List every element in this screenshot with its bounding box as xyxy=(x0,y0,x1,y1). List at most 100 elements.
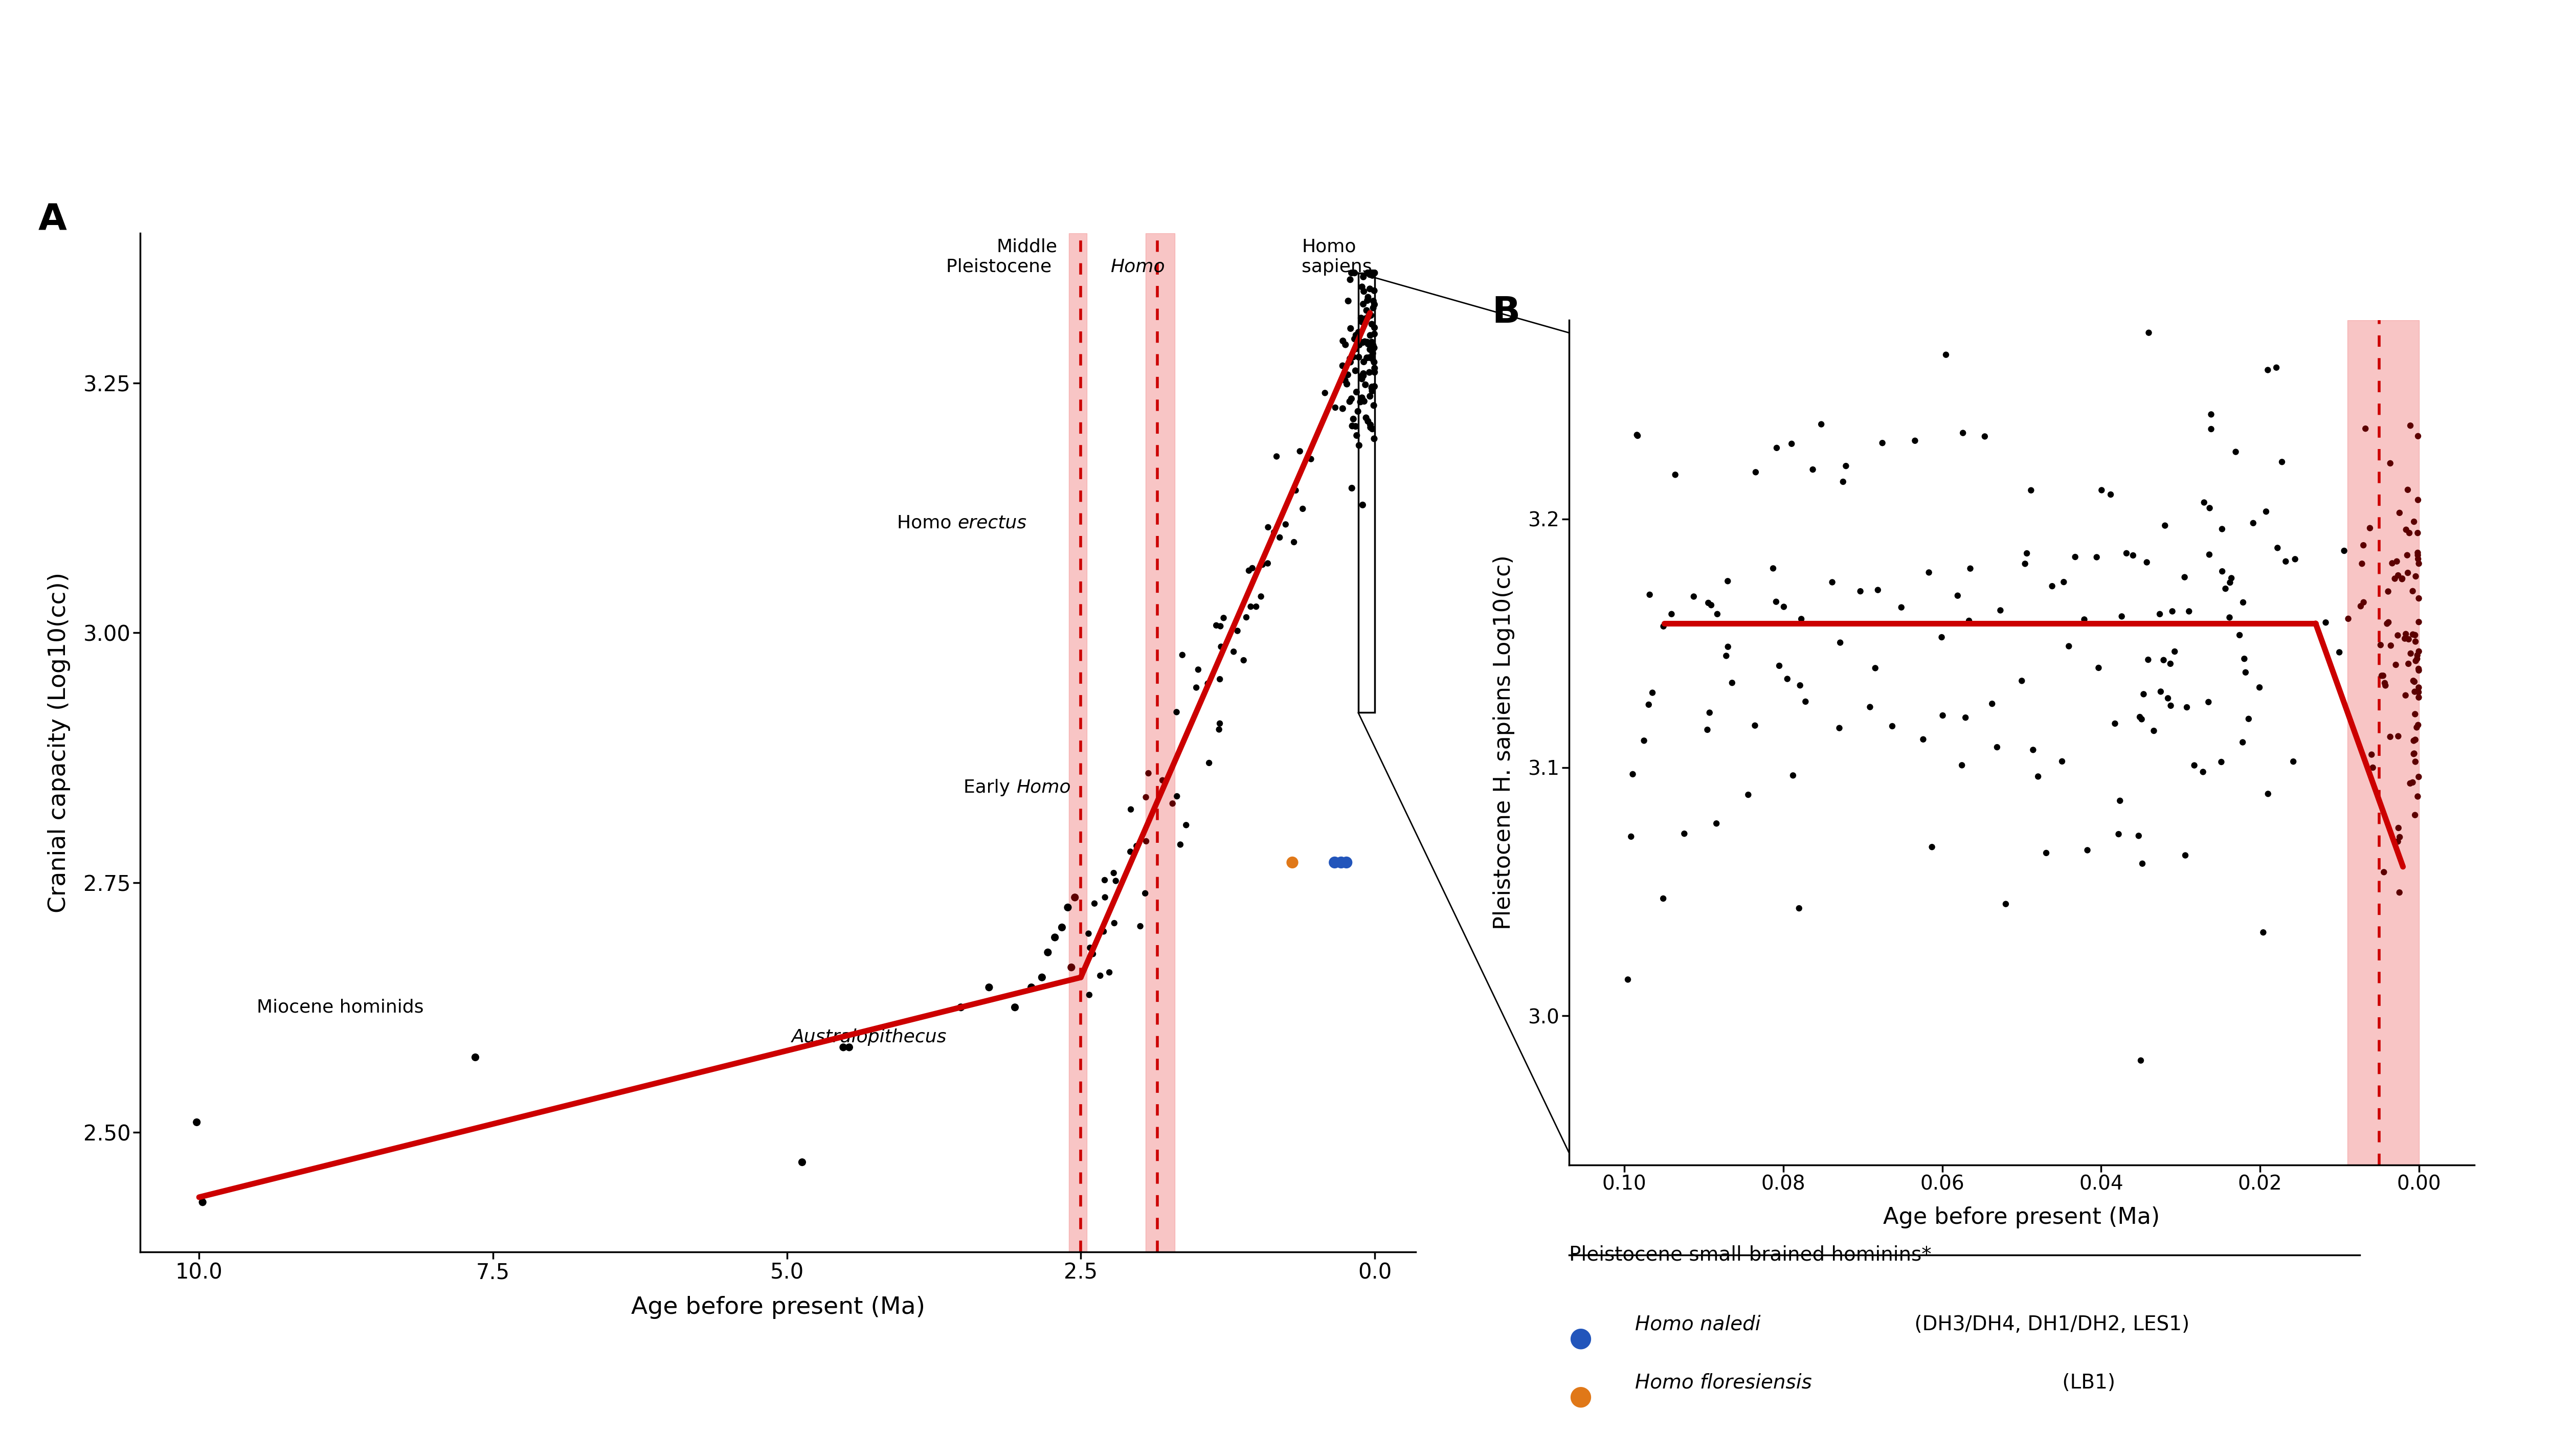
Point xyxy=(1069,936,1110,960)
Point xyxy=(1186,671,1227,695)
Point xyxy=(1321,354,1362,377)
Point xyxy=(1347,347,1388,370)
Point xyxy=(1758,654,1798,677)
Point xyxy=(1337,323,1378,347)
Point xyxy=(2117,824,2158,847)
Point xyxy=(1349,261,1390,284)
Point xyxy=(2079,657,2120,680)
Point xyxy=(1352,331,1393,354)
Point xyxy=(1265,513,1306,536)
Point xyxy=(1337,380,1378,403)
Point xyxy=(1819,716,1860,740)
Point xyxy=(2099,823,2140,846)
Text: Middle
Pleistocene: Middle Pleistocene xyxy=(946,237,1056,275)
Point xyxy=(2380,881,2421,904)
Point xyxy=(1628,693,1668,716)
Point xyxy=(1821,470,1862,494)
Point xyxy=(2102,604,2143,628)
Point xyxy=(1344,280,1385,303)
Point xyxy=(1663,823,1704,846)
Point xyxy=(1857,578,1898,601)
Point xyxy=(1048,895,1089,919)
Text: Homo: Homo xyxy=(1015,779,1071,796)
Point xyxy=(1041,916,1082,939)
Point xyxy=(1696,603,1737,626)
Point xyxy=(2048,635,2089,658)
Point xyxy=(2385,684,2426,708)
Point xyxy=(2255,355,2296,379)
Point xyxy=(1010,976,1051,999)
Point xyxy=(2018,764,2059,788)
Point xyxy=(1125,830,1166,853)
Point xyxy=(2398,543,2439,566)
Point xyxy=(2003,670,2043,693)
Point xyxy=(2383,568,2423,591)
Point xyxy=(2365,860,2406,884)
Point xyxy=(1051,955,1092,978)
Point xyxy=(2398,644,2439,667)
Point xyxy=(1355,374,1395,397)
Point xyxy=(1232,556,1273,579)
Point xyxy=(454,1045,495,1069)
Point xyxy=(1230,559,1270,582)
Point xyxy=(2094,712,2135,735)
Point xyxy=(1903,728,1944,751)
Point xyxy=(2133,719,2173,743)
Point xyxy=(2388,561,2429,584)
Point xyxy=(1332,387,1372,411)
Point xyxy=(2140,603,2181,626)
Point xyxy=(1204,606,1245,629)
Point xyxy=(1242,553,1283,577)
Point xyxy=(2245,499,2286,523)
Point xyxy=(1342,363,1383,386)
Text: Homo: Homo xyxy=(1110,258,1166,275)
Point xyxy=(2043,571,2084,594)
Point xyxy=(1329,317,1370,341)
Point xyxy=(2031,575,2071,598)
Y-axis label: Cranial capacity (Log10(cc)): Cranial capacity (Log10(cc)) xyxy=(48,572,71,913)
Point xyxy=(2393,510,2434,533)
Point xyxy=(2120,1048,2161,1072)
Text: B: B xyxy=(1492,296,1520,331)
Point xyxy=(1304,381,1344,405)
Point xyxy=(1727,783,1768,807)
Point xyxy=(2398,785,2439,808)
Point xyxy=(1630,582,1671,606)
Point xyxy=(2122,708,2163,731)
Point xyxy=(2352,756,2393,779)
Text: A: A xyxy=(38,202,66,237)
Point xyxy=(2390,772,2431,795)
Point xyxy=(1689,700,1730,724)
Point xyxy=(1347,285,1388,309)
Point xyxy=(2166,843,2207,866)
Point xyxy=(2398,713,2439,737)
Point xyxy=(2385,622,2426,645)
Point xyxy=(1332,345,1372,368)
Point xyxy=(1908,561,1949,584)
Point xyxy=(1071,942,1112,965)
Point xyxy=(1349,264,1390,287)
Point xyxy=(2388,543,2429,566)
Point xyxy=(1342,265,1383,288)
Point xyxy=(1686,718,1727,741)
Point xyxy=(2202,559,2242,582)
Point xyxy=(1321,329,1362,352)
Text: ●: ● xyxy=(1569,1383,1592,1409)
Point xyxy=(2388,628,2429,651)
Point xyxy=(2122,683,2163,706)
Point xyxy=(1949,556,1990,579)
Point xyxy=(1342,386,1383,409)
Point xyxy=(1153,792,1194,815)
Point xyxy=(1633,681,1673,705)
Point xyxy=(1355,357,1395,380)
Point xyxy=(1349,338,1390,361)
Point xyxy=(1253,521,1293,545)
Point xyxy=(1347,331,1388,354)
Point xyxy=(1337,338,1378,361)
Point xyxy=(1617,424,1658,447)
Point xyxy=(1735,713,1775,737)
Point xyxy=(1985,893,2025,916)
Point xyxy=(2008,542,2048,565)
Point xyxy=(1276,479,1316,502)
Point xyxy=(1084,885,1125,909)
